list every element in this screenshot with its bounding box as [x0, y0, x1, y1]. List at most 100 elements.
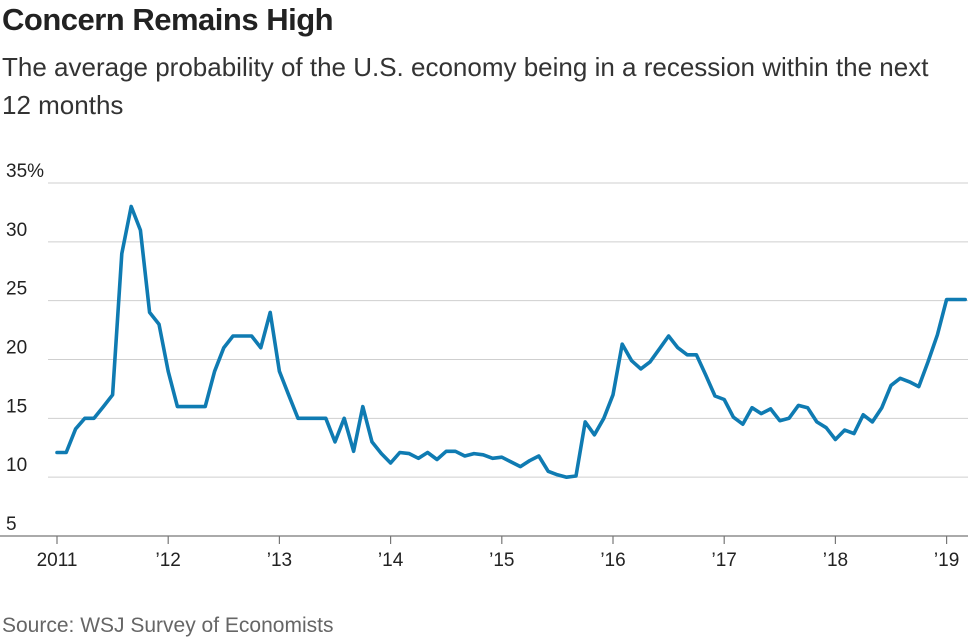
data-point — [130, 205, 133, 208]
data-point — [445, 450, 448, 453]
data-point — [889, 384, 892, 387]
data-point — [269, 311, 272, 314]
data-point — [686, 353, 689, 356]
chart-subtitle: The average probability of the U.S. econ… — [2, 52, 929, 120]
data-point — [676, 346, 679, 349]
data-point — [204, 405, 207, 408]
y-tick-label-10: 10 — [6, 455, 27, 476]
data-point — [120, 252, 123, 255]
data-point — [760, 412, 763, 415]
data-point — [695, 353, 698, 356]
data-point — [222, 346, 225, 349]
x-tick-label-2014: ’14 — [378, 550, 404, 571]
gridlines — [48, 182, 968, 478]
data-point — [926, 360, 929, 363]
data-point — [797, 404, 800, 407]
data-point — [547, 470, 550, 473]
data-point — [213, 370, 216, 373]
data-point — [936, 333, 939, 336]
data-point — [482, 453, 485, 456]
series-layer — [55, 204, 968, 480]
data-point — [658, 347, 661, 350]
data-point — [287, 393, 290, 396]
x-tick-label-2011: 2011 — [37, 550, 78, 571]
data-point — [769, 407, 772, 410]
data-point — [231, 334, 234, 337]
y-tick-label-30: 30 — [6, 220, 27, 241]
data-point — [648, 360, 651, 363]
y-axis-labels: 35% 30 25 20 15 10 5 — [6, 161, 44, 535]
data-point — [74, 427, 77, 430]
data-point — [352, 450, 355, 453]
data-point — [519, 465, 522, 468]
data-point — [361, 405, 364, 408]
data-point — [380, 452, 383, 455]
data-point — [417, 457, 420, 460]
x-tick-label-2013: ’13 — [267, 550, 292, 571]
data-point — [834, 438, 837, 441]
x-tick-label-2012: ’12 — [156, 550, 181, 571]
data-point — [880, 406, 883, 409]
data-point — [806, 406, 809, 409]
data-point — [463, 454, 466, 457]
x-tick-label-2017: ’17 — [712, 550, 737, 571]
series-line-0 — [55, 204, 968, 480]
data-point — [102, 405, 105, 408]
data-point — [741, 423, 744, 426]
data-point — [593, 433, 596, 436]
data-point — [621, 343, 624, 346]
data-point — [426, 451, 429, 454]
data-point — [278, 370, 281, 373]
data-point — [574, 474, 577, 477]
x-axis — [0, 535, 968, 544]
data-point — [908, 380, 911, 383]
data-point — [945, 298, 948, 301]
y-tick-label-5: 5 — [6, 514, 17, 535]
data-point — [611, 393, 614, 396]
data-point — [778, 419, 781, 422]
data-point — [408, 452, 411, 455]
data-point — [185, 405, 188, 408]
data-point — [556, 473, 559, 476]
data-point — [750, 406, 753, 409]
data-point — [472, 452, 475, 455]
data-point — [871, 420, 874, 423]
data-point — [454, 450, 457, 453]
data-point — [259, 346, 262, 349]
data-point — [435, 458, 438, 461]
data-point — [148, 311, 151, 314]
data-point — [491, 457, 494, 460]
data-point — [139, 229, 142, 232]
data-point — [157, 323, 160, 326]
x-tick-label-2016: ’16 — [600, 550, 625, 571]
data-point — [667, 334, 670, 337]
data-point — [111, 393, 114, 396]
data-point — [843, 429, 846, 432]
data-point — [630, 359, 633, 362]
data-point — [315, 417, 318, 420]
data-point — [713, 394, 716, 397]
source-note: Source: WSJ Survey of Economists — [2, 614, 334, 637]
y-tick-label-35: 35% — [6, 161, 44, 182]
data-point — [704, 373, 707, 376]
y-tick-label-15: 15 — [6, 396, 27, 417]
data-point — [241, 334, 244, 337]
data-point — [584, 420, 587, 423]
data-point — [899, 377, 902, 380]
data-point — [602, 417, 605, 420]
data-point — [250, 334, 253, 337]
data-point — [370, 440, 373, 443]
data-point — [825, 426, 828, 429]
data-point — [639, 367, 642, 370]
x-tick-label-2015: ’15 — [489, 550, 514, 571]
chart-title: Concern Remains High — [2, 2, 334, 37]
data-point — [732, 416, 735, 419]
y-tick-label-25: 25 — [6, 279, 27, 300]
data-point — [862, 413, 865, 416]
data-point — [83, 417, 86, 420]
data-point — [500, 456, 503, 459]
data-point — [528, 459, 531, 462]
data-point — [343, 417, 346, 420]
data-point — [92, 417, 95, 420]
data-point — [389, 461, 392, 464]
